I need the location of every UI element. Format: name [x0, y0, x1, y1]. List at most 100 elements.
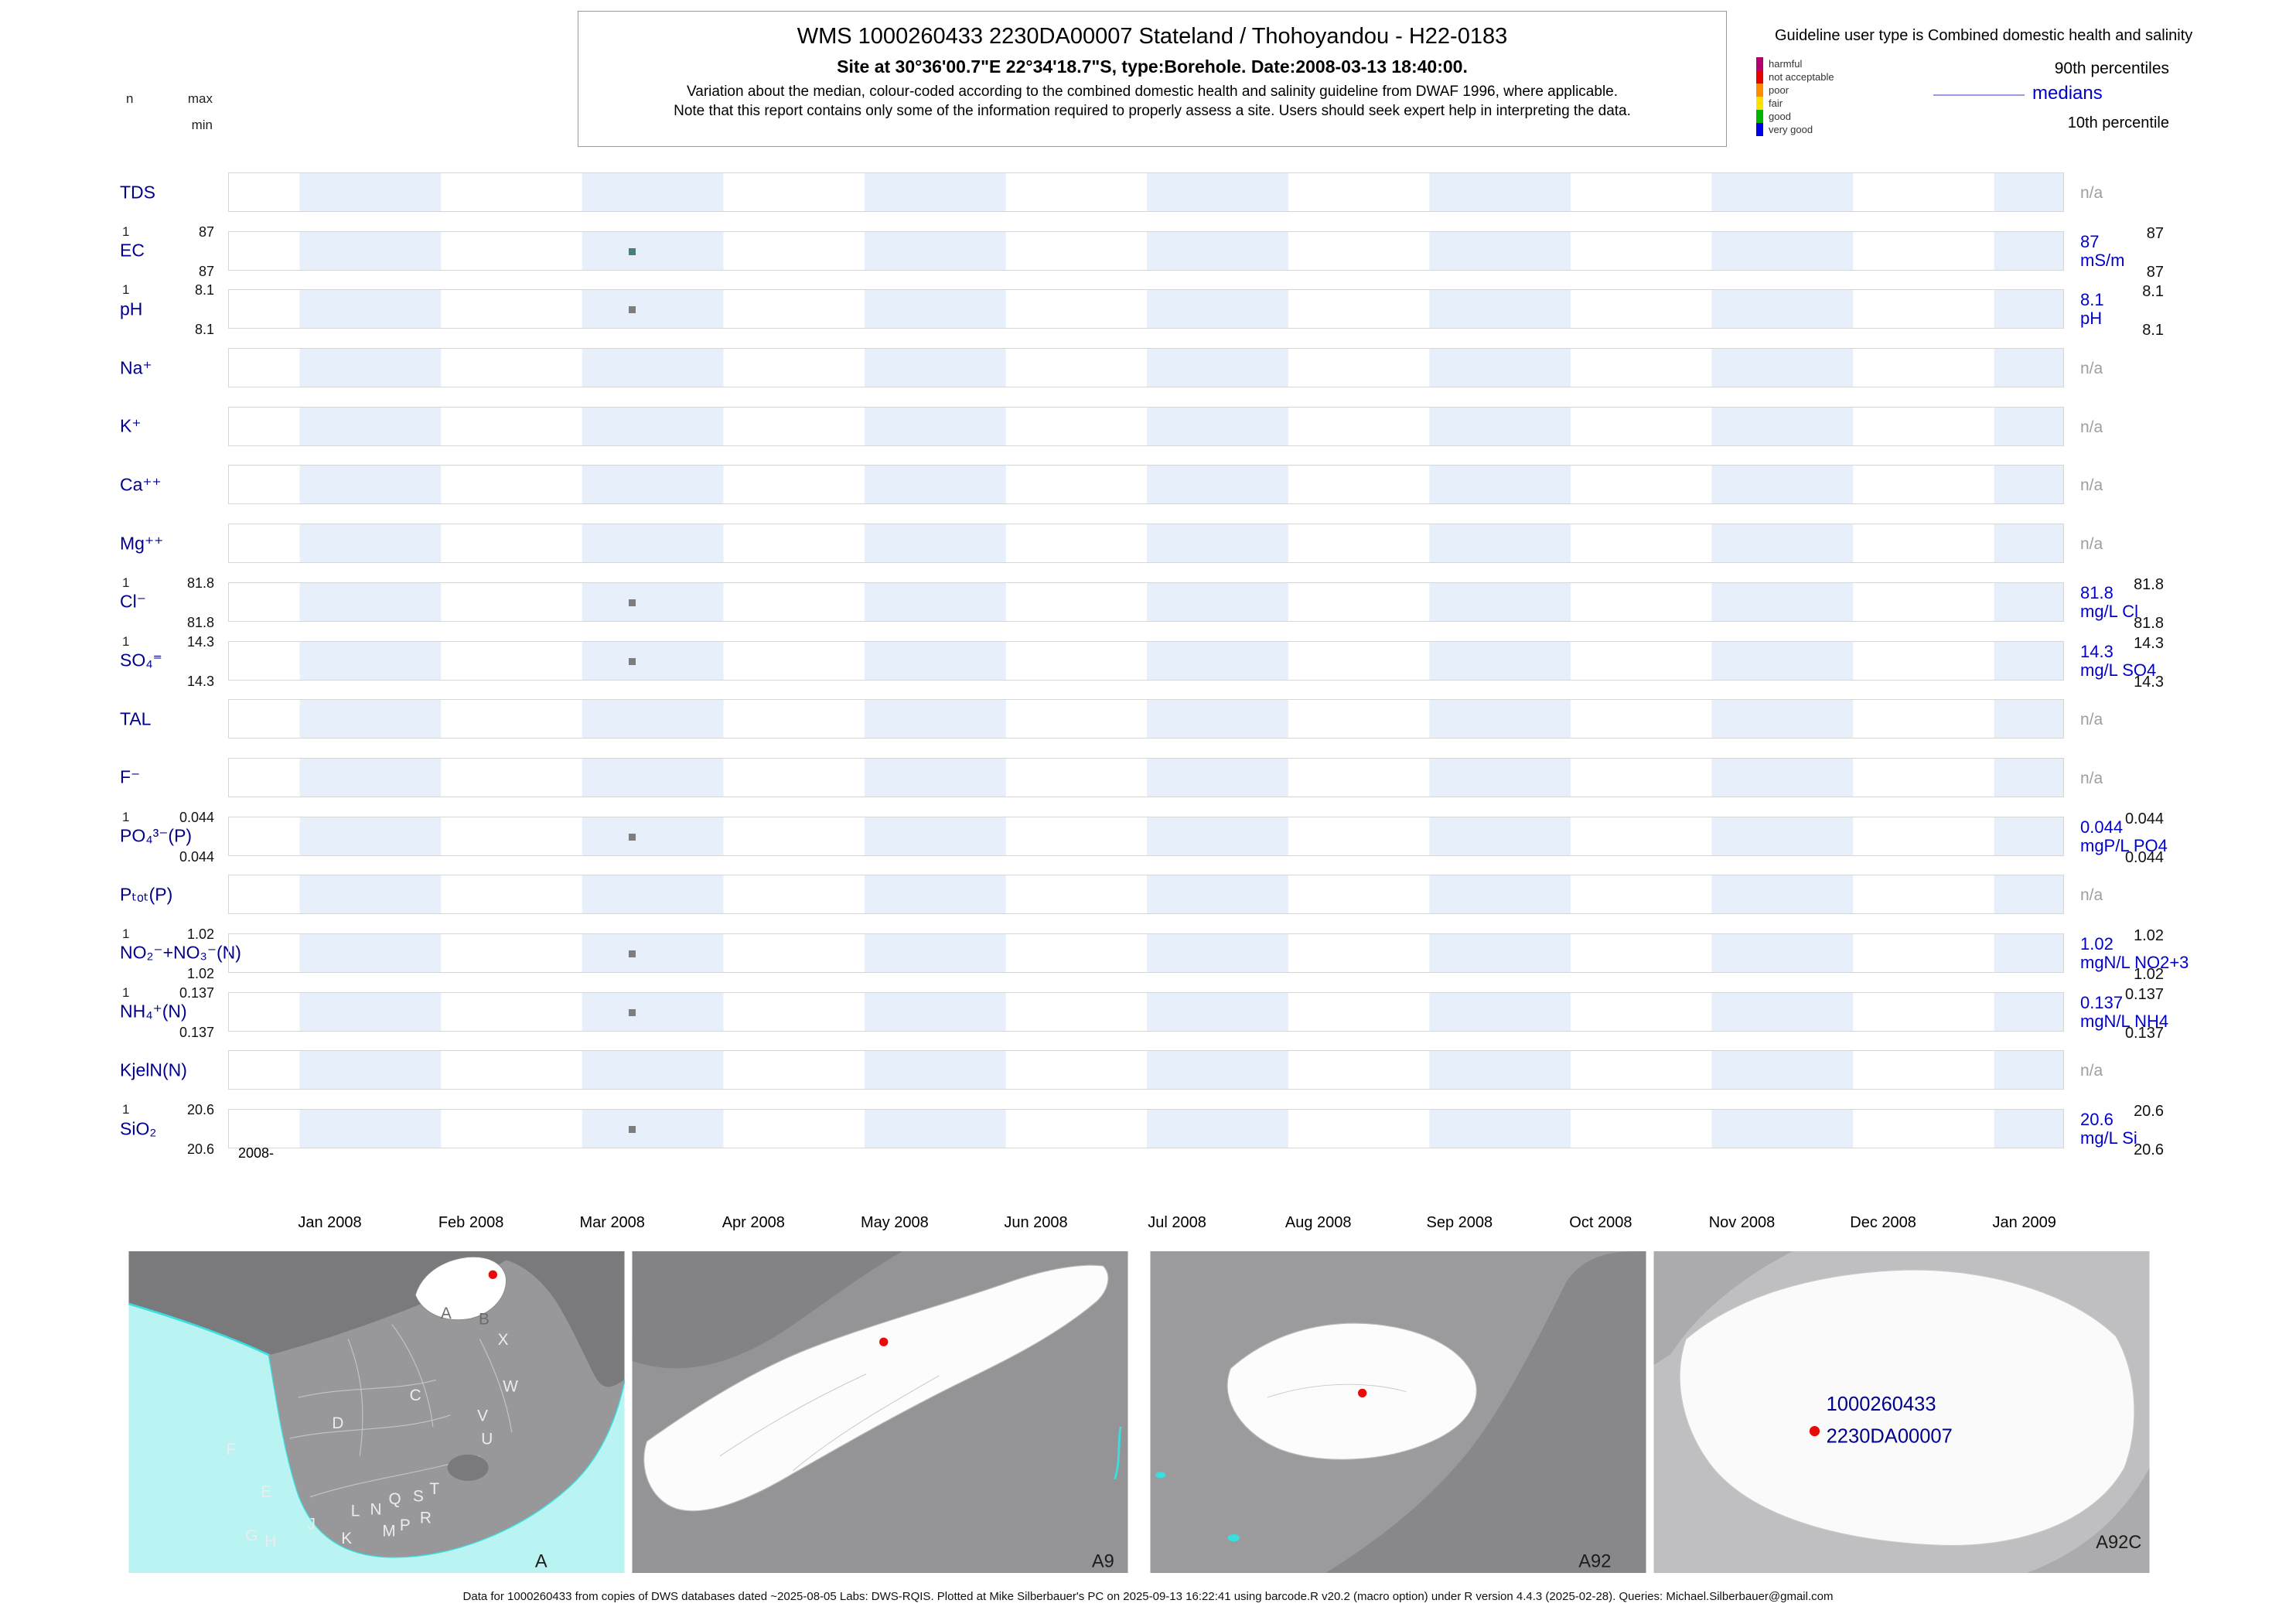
- drainage-region-code: K: [341, 1530, 352, 1547]
- month-axis: Jan 2008 Feb 2008 Mar 2008 Apr 2008 May 2008…: [0, 1214, 2296, 1237]
- guideline-title: Guideline user type is Combined domestic…: [1775, 27, 2193, 44]
- guideline-colour-swatch: [1756, 84, 1763, 97]
- guideline-class-label: poor: [1769, 84, 1789, 96]
- guideline-class-label: very good: [1769, 124, 1813, 135]
- footer-provenance-text: Data for 1000260433 from copies of DWS d…: [462, 1590, 1834, 1603]
- timeseries-strip: [228, 816, 2064, 856]
- median-legend-line: [1933, 94, 2025, 96]
- row-na: n/a: [2080, 184, 2103, 202]
- drainage-region-code: M: [382, 1523, 395, 1540]
- row-na: n/a: [2080, 1062, 2103, 1080]
- param-row: KjelN(N) n/a: [0, 1050, 2296, 1109]
- param-label: PO₄³⁻(P): [120, 825, 193, 846]
- timeseries-strip: [228, 1050, 2064, 1090]
- report-title: WMS 1000260433 2230DA00007 Stateland / T…: [797, 24, 1508, 49]
- row-p10: 20.6: [2134, 1141, 2164, 1158]
- parameter-rows: TDS n/a 1 87 EC 87 87 87 87 mS/m 1 8.1 pH…: [0, 172, 2296, 1168]
- guideline-class-label: good: [1769, 111, 1791, 122]
- drainage-region-code: P: [400, 1517, 411, 1534]
- row-p10: 8.1: [2142, 322, 2164, 339]
- sample-count: 1: [122, 282, 130, 298]
- row-min: 81.8: [186, 614, 214, 630]
- sample-count: 1: [122, 1102, 130, 1117]
- row-median: 81.8 mg/L Cl: [2080, 582, 2138, 621]
- catchment-a92-region: [1226, 1322, 1477, 1460]
- data-point: [629, 833, 636, 841]
- row-p10: 87: [2146, 263, 2164, 281]
- guideline-scale-item: harmful: [1756, 57, 1834, 70]
- param-row: K⁺ n/a: [0, 406, 2296, 466]
- param-label: TDS: [120, 182, 155, 202]
- sample-count: 1: [122, 926, 130, 941]
- guideline-colour-swatch: [1756, 97, 1763, 110]
- row-max: 1.02: [186, 926, 214, 942]
- catchment-a92c-region: [1679, 1269, 2135, 1547]
- drainage-region-code: J: [308, 1515, 316, 1533]
- param-label: F⁻: [120, 766, 141, 787]
- param-label: EC: [120, 240, 145, 261]
- drainage-region-code: X: [498, 1331, 509, 1349]
- catchment-a9-region: [643, 1264, 1109, 1512]
- guideline-colour-swatch: [1756, 123, 1763, 136]
- river-line: [1114, 1426, 1122, 1480]
- drainage-region-code: T: [429, 1480, 439, 1498]
- row-p90: 0.044: [2124, 810, 2164, 827]
- drainage-region-code: W: [503, 1378, 518, 1396]
- map-region-codes: A BX W C VU D F E L NQ S TR M P G H J K: [226, 1305, 518, 1551]
- guideline-scale-item: good: [1756, 110, 1834, 123]
- map-catchment-a9: A9: [632, 1251, 1128, 1573]
- row-na: n/a: [2080, 535, 2103, 554]
- month-tick-label: Jul 2008: [1148, 1214, 1206, 1231]
- param-row: 1 8.1 pH 8.1 8.1 8.1 8.1 pH: [0, 282, 2296, 348]
- map-a92c-svg: 1000260433 2230DA00007 A92C: [1653, 1251, 2150, 1573]
- median-legend-label: medians: [2032, 83, 2103, 104]
- row-na: n/a: [2080, 418, 2103, 436]
- timeseries-strip: [228, 699, 2064, 739]
- param-label: Mg⁺⁺: [120, 533, 164, 554]
- param-row: 1 14.3 SO₄⁼ 14.3 14.3 14.3 14.3 mg/L SO4: [0, 634, 2296, 700]
- month-tick-label: Aug 2008: [1284, 1214, 1352, 1231]
- neighbour-catchment: [632, 1251, 903, 1369]
- sample-count: 1: [122, 633, 130, 649]
- map-panel-label: A: [535, 1551, 548, 1571]
- param-row: Na⁺ n/a: [0, 348, 2296, 407]
- guideline-scale-item: fair: [1756, 97, 1834, 110]
- drainage-region-code: R: [420, 1510, 432, 1527]
- key-n-label: n: [126, 91, 134, 106]
- param-label: K⁺: [120, 415, 142, 436]
- row-p10: 14.3: [2134, 673, 2164, 691]
- row-max: 81.8: [186, 575, 214, 591]
- timeseries-strip: [228, 1109, 2064, 1148]
- month-tick-label: Oct 2008: [1569, 1214, 1632, 1231]
- timeseries-strip: [228, 582, 2064, 622]
- row-median: 0.044 mgP/L PO4: [2080, 817, 2168, 855]
- month-tick-label: Nov 2008: [1708, 1214, 1776, 1231]
- sample-count: 1: [122, 809, 130, 824]
- map-panel-label: A9: [1092, 1551, 1114, 1571]
- drainage-region-code: Q: [389, 1490, 401, 1508]
- param-row: F⁻ n/a: [0, 757, 2296, 817]
- month-tick-label: Jun 2008: [1004, 1214, 1068, 1231]
- drainage-region-code: G: [245, 1527, 258, 1544]
- drainage-region-code: A: [441, 1305, 452, 1322]
- site-marker-dot: [488, 1270, 497, 1279]
- param-row: 1 81.8 Cl⁻ 81.8 81.8 81.8 81.8 mg/L Cl: [0, 575, 2296, 641]
- row-max: 20.6: [186, 1102, 214, 1117]
- timeseries-strip: [228, 348, 2064, 388]
- month-tick-label: Apr 2008: [722, 1214, 785, 1231]
- map-catchment-a92: A92: [1150, 1251, 1646, 1573]
- guideline-class-label: harmful: [1769, 58, 1803, 70]
- row-median: 1.02 mgN/L NO2+3: [2080, 933, 2189, 972]
- drainage-region-code: C: [410, 1387, 421, 1404]
- param-label: Na⁺: [120, 357, 152, 378]
- timeseries-strip: [228, 465, 2064, 505]
- row-max: 0.137: [179, 984, 214, 1001]
- row-min: 14.3: [186, 673, 214, 689]
- row-p90: 20.6: [2134, 1103, 2164, 1120]
- drainage-region-code: E: [261, 1483, 271, 1501]
- param-row: Ca⁺⁺ n/a: [0, 465, 2296, 524]
- south-africa-region: [269, 1260, 625, 1557]
- lesotho-area: [447, 1454, 489, 1481]
- data-point: [629, 1008, 636, 1016]
- data-point: [629, 1126, 636, 1133]
